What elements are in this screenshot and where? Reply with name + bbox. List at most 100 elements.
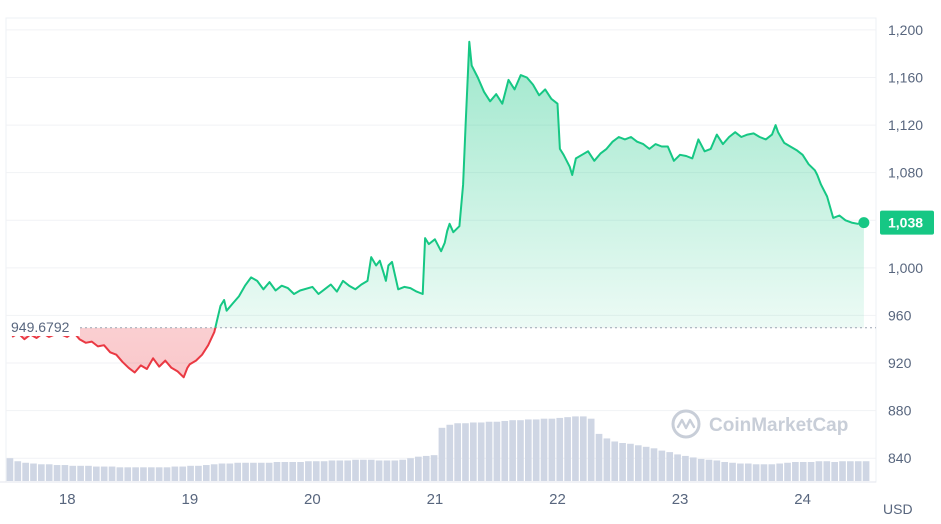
volume-bar (603, 438, 611, 481)
current-price-tag-bg (880, 210, 934, 235)
volume-bar (273, 462, 281, 481)
volume-bar (147, 467, 155, 481)
volume-bar (737, 463, 744, 481)
volume-bar (132, 467, 139, 481)
volume-bar (407, 458, 414, 481)
volume-bar (155, 467, 163, 481)
volume-bar (776, 463, 783, 481)
volume-bar (485, 421, 493, 481)
reference-price-tag-bg (8, 318, 80, 336)
price-line-down (11, 327, 217, 379)
y-tick-label: 960 (888, 307, 912, 323)
volume-bar (823, 461, 831, 481)
volume-bar (383, 460, 391, 481)
volume-bar (792, 462, 799, 481)
volume-bar (595, 433, 603, 481)
x-axis-ticks: 18 19 20 21 22 23 24 (59, 491, 811, 508)
volume-bar (627, 443, 634, 481)
x-tick-label: 23 (672, 491, 689, 508)
volume-bar (289, 462, 297, 481)
volume-bar (587, 418, 595, 481)
volume-bar (862, 461, 870, 481)
currency-label: USD (883, 501, 913, 517)
volume-bar (831, 462, 838, 481)
y-axis-ticks: 8408809209601,0001,0401,0801,1201,1601,2… (888, 22, 923, 466)
volume-bar (556, 417, 564, 481)
volume-bar (540, 418, 548, 481)
volume-bar (124, 467, 132, 481)
x-tick-label: 21 (427, 491, 444, 508)
volume-bar (666, 452, 674, 481)
y-tick-label: 1,080 (888, 165, 923, 181)
volume-bar (689, 457, 697, 481)
volume-bar (367, 459, 375, 481)
area-fills (12, 41, 864, 378)
volume-bar (210, 464, 218, 481)
volume-bar (242, 462, 249, 481)
volume-bar (187, 465, 194, 481)
volume-bar (799, 462, 807, 481)
volume-bar (438, 427, 446, 481)
volume-bar (501, 420, 509, 481)
volume-bar (509, 420, 516, 481)
x-tick-label: 18 (59, 491, 76, 508)
volume-bar (163, 467, 171, 481)
volume-bar (525, 419, 532, 481)
x-tick-label: 20 (304, 491, 321, 508)
volume-bar (422, 455, 430, 481)
volume-bar (250, 462, 257, 481)
reference-price-label: 949.6792 (11, 319, 70, 335)
volume-bar (352, 459, 359, 481)
volume-bar (705, 459, 713, 481)
volume-bar (493, 421, 501, 481)
volume-bar (77, 465, 84, 481)
y-tick-label: 1,120 (888, 117, 923, 133)
volume-bar (69, 465, 77, 481)
volume-bar (202, 465, 210, 481)
volume-bar (336, 460, 344, 481)
volume-bar (760, 464, 768, 481)
current-price-tag: 1,038 (880, 210, 934, 235)
y-tick-label: 1,000 (888, 260, 923, 276)
volume-bar (682, 455, 689, 481)
volume-bar (14, 461, 22, 481)
volume-bar (93, 466, 100, 481)
volume-bar (171, 466, 179, 481)
volume-bar (462, 423, 469, 481)
volume-bar (634, 445, 642, 481)
volume-bar (22, 462, 29, 481)
volume-bar (100, 466, 108, 481)
volume-bar (650, 448, 658, 481)
volume-bar (344, 460, 351, 481)
volume-bar (847, 461, 854, 481)
volume-bar (265, 462, 273, 481)
volume-bar (108, 466, 116, 481)
volume-bar (839, 461, 846, 481)
volume-bar (517, 420, 524, 481)
watermark-text: CoinMarketCap (709, 415, 848, 436)
volume-bar (226, 463, 234, 481)
y-tick-label: 1,160 (888, 69, 923, 85)
volume-bar (477, 422, 485, 481)
current-price-label: 1,038 (888, 215, 923, 231)
volume-bar (446, 424, 454, 481)
price-line-up (214, 40, 865, 328)
volume-bar (6, 458, 14, 481)
y-tick-label: 1,200 (888, 22, 923, 38)
volume-bar (234, 462, 242, 481)
current-price-dot (858, 217, 870, 229)
volume-bar (399, 459, 406, 481)
volume-bar (53, 465, 61, 481)
volume-bar (116, 467, 124, 481)
volume-bar (45, 464, 53, 481)
volume-bar (697, 458, 705, 481)
volume-bar (297, 462, 304, 481)
x-tick-label: 24 (794, 491, 811, 508)
price-lines (11, 40, 865, 379)
volume-bar (281, 462, 289, 481)
volume-bar (611, 441, 619, 481)
volume-bar (195, 465, 202, 481)
y-tick-label: 920 (888, 355, 912, 371)
y-tick-label: 840 (888, 450, 912, 466)
volume-bar (713, 460, 721, 481)
